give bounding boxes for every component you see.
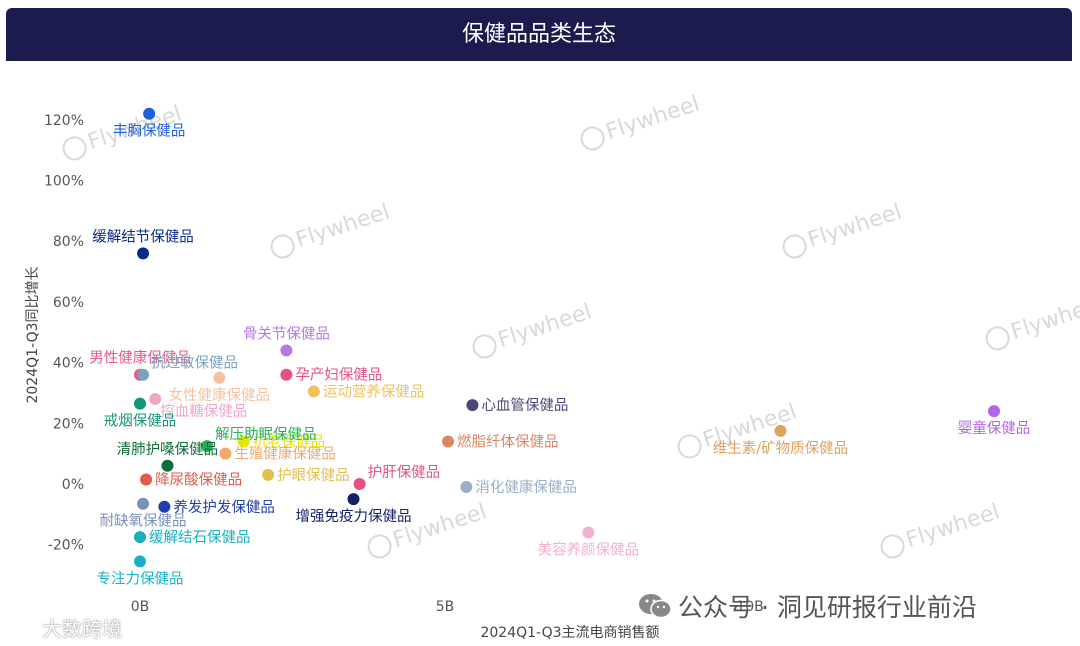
data-label: 骨关节保健品 bbox=[243, 325, 330, 342]
data-label: 缓解结节保健品 bbox=[92, 228, 194, 245]
data-point bbox=[347, 493, 360, 506]
data-point bbox=[158, 500, 171, 513]
wechat-icon bbox=[639, 594, 672, 619]
data-label: 运动营养保健品 bbox=[323, 383, 425, 400]
data-label: 生殖健康保健品 bbox=[234, 446, 336, 463]
data-point bbox=[307, 385, 320, 398]
data-label: 养发护发保健品 bbox=[173, 499, 275, 516]
data-point bbox=[140, 473, 153, 486]
brand-name: 大数跨境 bbox=[42, 617, 122, 641]
data-point bbox=[460, 481, 473, 494]
data-point bbox=[137, 247, 150, 260]
data-point bbox=[442, 435, 455, 448]
data-point bbox=[582, 526, 595, 539]
x-tick-label: 10B bbox=[736, 599, 763, 615]
y-tick-label: 60% bbox=[53, 295, 84, 311]
data-label: 燃脂纤体保健品 bbox=[457, 433, 559, 451]
data-label: 心血管保健品 bbox=[481, 397, 568, 414]
data-label: 美容养颜保健品 bbox=[538, 542, 640, 559]
data-point bbox=[237, 435, 250, 448]
data-point bbox=[774, 424, 787, 437]
data-point bbox=[988, 405, 1000, 418]
data-label: 护眼保健品 bbox=[277, 467, 350, 484]
data-point bbox=[134, 397, 146, 410]
data-point bbox=[134, 531, 146, 544]
data-label: 降尿酸保健品 bbox=[155, 471, 242, 488]
y-tick-label: 20% bbox=[53, 416, 84, 432]
y-tick-label: 80% bbox=[53, 234, 84, 250]
data-label: 孕产妇保健品 bbox=[295, 367, 382, 384]
data-point bbox=[134, 555, 146, 568]
data-label: 男性健康保健品 bbox=[89, 350, 191, 367]
brand-footer: 大数跨境 bbox=[8, 613, 122, 642]
data-label: 戒烟保健品 bbox=[104, 413, 177, 430]
data-label: 女性健康保健品 bbox=[169, 386, 271, 404]
y-tick-label: 40% bbox=[53, 356, 84, 372]
data-point bbox=[137, 497, 150, 510]
y-tick-label: 0% bbox=[62, 477, 84, 493]
x-axis-title: 2024Q1-Q3主流电商销售额 bbox=[480, 625, 659, 641]
y-tick-label: -20% bbox=[48, 538, 84, 554]
data-label: 丰胸保健品 bbox=[113, 123, 186, 140]
data-label: 耐缺氧保健品 bbox=[100, 513, 187, 530]
data-label: 抗过敏保健品 bbox=[151, 355, 238, 372]
data-point bbox=[161, 459, 174, 472]
y-axis-title: 2024Q1-Q3同比增长 bbox=[25, 266, 41, 403]
data-point bbox=[143, 107, 156, 120]
wechat-footer: 公众号 · 洞见研报行业前沿 bbox=[638, 588, 977, 624]
data-label: 缓解结石保健品 bbox=[149, 529, 251, 546]
data-point bbox=[149, 393, 162, 406]
data-label: 维生素/矿物质保健品 bbox=[713, 440, 848, 457]
data-point bbox=[201, 440, 214, 453]
brand-logo-icon bbox=[9, 622, 36, 636]
data-point bbox=[280, 344, 293, 357]
data-point bbox=[137, 368, 150, 381]
chart-title: 保健品品类生态 bbox=[6, 8, 1072, 61]
data-label: 专注力保健品 bbox=[97, 570, 184, 587]
data-point bbox=[213, 371, 226, 384]
x-tick-label: 5B bbox=[436, 599, 455, 615]
data-point bbox=[280, 368, 293, 381]
data-label: 增强免疫力保健品 bbox=[296, 508, 412, 525]
data-label: 婴童保健品 bbox=[958, 419, 1031, 437]
data-label: 护肝保健品 bbox=[368, 464, 441, 481]
data-label: 清肺护嗓保健品 bbox=[117, 441, 219, 458]
data-point bbox=[219, 447, 232, 460]
y-tick-label: 120% bbox=[44, 113, 84, 129]
x-tick-label: 0B bbox=[131, 599, 150, 615]
data-label: 抗老保健品 bbox=[253, 434, 326, 451]
data-point bbox=[353, 478, 366, 490]
data-point bbox=[262, 468, 275, 481]
wechat-account: 公众号 · 洞见研报行业前沿 bbox=[678, 593, 977, 622]
data-label: 控血糖保健品 bbox=[160, 403, 247, 420]
y-tick-label: 100% bbox=[44, 174, 84, 190]
data-label: 消化健康保健品 bbox=[475, 479, 576, 496]
data-point bbox=[466, 399, 479, 412]
data-label: 解压助眠保健品 bbox=[215, 426, 317, 443]
